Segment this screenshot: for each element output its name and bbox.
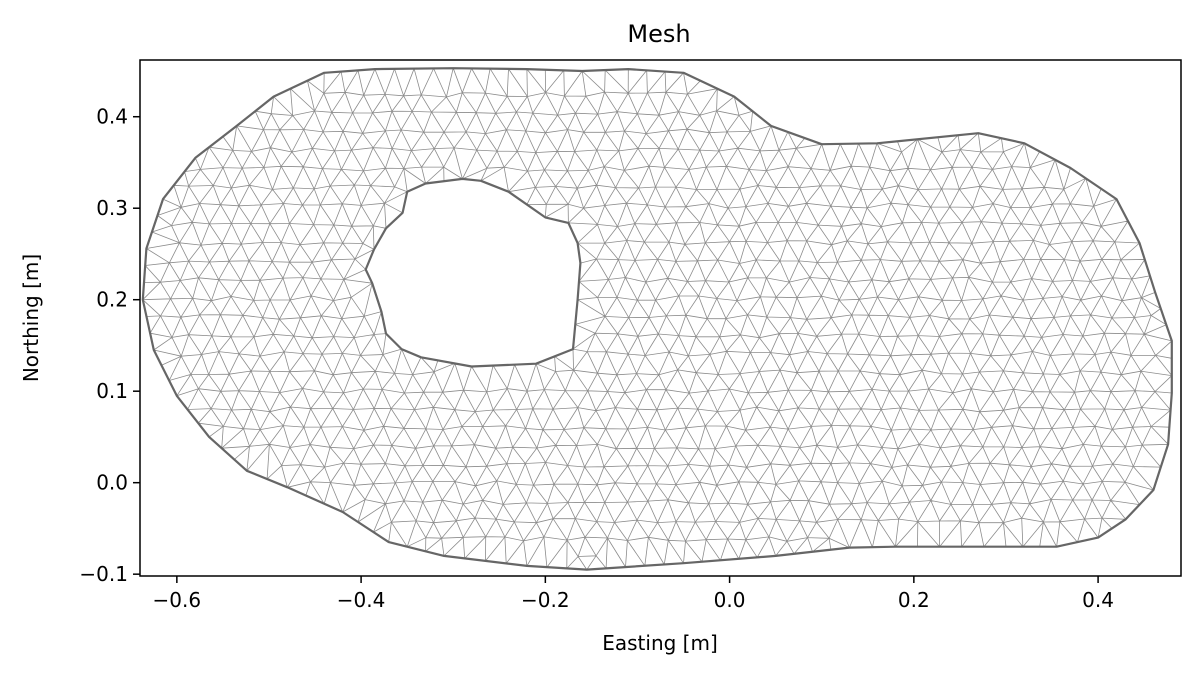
y-tick-label: 0.1 bbox=[96, 379, 128, 403]
y-tick-label: 0.4 bbox=[96, 105, 128, 129]
inner-boundary bbox=[364, 177, 582, 368]
x-axis-label: Easting [m] bbox=[602, 631, 718, 655]
y-tick-label: 0.3 bbox=[96, 196, 128, 220]
boundary-layer bbox=[141, 67, 1173, 571]
x-tick-label: 0.0 bbox=[714, 588, 746, 612]
y-tick-label: −0.1 bbox=[79, 562, 128, 586]
y-tick-label: 0.2 bbox=[96, 288, 128, 312]
x-tick-label: −0.2 bbox=[521, 588, 570, 612]
outer-boundary bbox=[141, 67, 1173, 571]
x-axis: −0.6 −0.4 −0.2 0.0 0.2 0.4 bbox=[153, 576, 1114, 612]
y-axis-label: Northing [m] bbox=[19, 254, 43, 382]
plot-frame bbox=[139, 59, 1182, 577]
x-tick-label: 0.4 bbox=[1082, 588, 1114, 612]
x-tick-label: 0.2 bbox=[898, 588, 930, 612]
y-axis: −0.1 0.0 0.1 0.2 0.3 0.4 bbox=[79, 105, 140, 586]
x-tick-label: −0.4 bbox=[337, 588, 386, 612]
x-tick-label: −0.6 bbox=[153, 588, 202, 612]
chart-title: Mesh bbox=[627, 20, 690, 48]
y-tick-label: 0.0 bbox=[96, 471, 128, 495]
